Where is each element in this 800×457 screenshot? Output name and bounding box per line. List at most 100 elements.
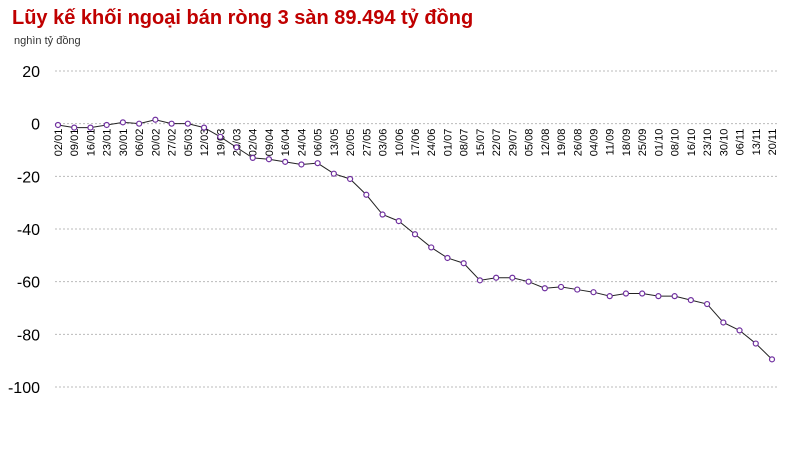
data-point	[671, 293, 678, 300]
y-tick-label: 20	[22, 64, 40, 81]
x-tick-label: 26/08	[572, 129, 584, 157]
x-tick-label: 16/04	[280, 129, 292, 157]
data-point	[493, 274, 500, 281]
data-point	[460, 260, 467, 267]
x-tick-label: 13/11	[751, 129, 763, 156]
x-tick-label: 25/09	[637, 129, 649, 157]
data-point	[298, 161, 305, 168]
x-tick-label: 23/01	[102, 129, 114, 157]
y-tick-label: -100	[8, 380, 40, 397]
x-tick-label: 12/08	[540, 129, 552, 157]
x-tick-label: 24/06	[426, 129, 438, 157]
x-tick-label: 19/08	[556, 129, 568, 157]
data-point	[363, 191, 370, 198]
x-tick-label: 06/05	[313, 129, 325, 157]
y-tick-label: -40	[17, 222, 40, 239]
x-tick-label: 01/10	[653, 129, 665, 157]
x-tick-label: 23/10	[702, 129, 714, 157]
x-tick-label: 29/07	[507, 129, 519, 157]
x-tick-label: 03/06	[378, 129, 390, 157]
x-tick-label: 22/07	[491, 129, 503, 157]
x-tick-label: 20/11	[767, 129, 779, 156]
data-point	[574, 286, 581, 293]
x-tick-label: 04/09	[589, 129, 601, 157]
x-tick-label: 02/04	[248, 129, 260, 157]
x-tick-label: 13/05	[329, 129, 341, 157]
data-point	[428, 244, 435, 251]
x-tick-label: 15/07	[475, 129, 487, 157]
x-tick-label: 09/04	[264, 129, 276, 157]
y-axis-label: nghìn tỷ đồng	[14, 35, 81, 47]
data-point	[249, 154, 256, 161]
x-tick-label: 30/01	[118, 129, 130, 157]
data-point	[736, 327, 743, 334]
x-tick-label: 11/09	[605, 129, 617, 156]
x-tick-label: 19/03	[215, 129, 227, 157]
data-point	[233, 144, 240, 151]
x-tick-label: 20/02	[150, 129, 162, 157]
data-point	[346, 175, 354, 183]
x-tick-label: 27/02	[167, 129, 179, 157]
x-tick-label: 06/11	[735, 129, 747, 156]
y-tick-label: 0	[31, 117, 40, 134]
data-point	[152, 116, 159, 123]
data-point	[330, 170, 337, 177]
data-point	[557, 283, 565, 291]
x-tick-label: 27/05	[361, 129, 373, 157]
data-point	[103, 121, 110, 129]
x-tick-label: 05/08	[524, 129, 536, 157]
x-tick-label: 20/05	[345, 129, 357, 157]
data-point	[541, 285, 548, 292]
data-point	[395, 218, 402, 225]
data-point	[379, 211, 386, 218]
x-tick-label: 09/01	[69, 129, 81, 157]
y-tick-label: -80	[17, 327, 40, 344]
data-point	[606, 293, 613, 300]
data-point	[703, 300, 711, 308]
x-tick-label: 17/06	[410, 129, 422, 157]
x-tick-label: 16/01	[85, 129, 97, 157]
x-tick-label: 18/09	[621, 129, 633, 157]
data-point	[168, 120, 175, 127]
data-point	[217, 133, 224, 140]
x-tick-label: 08/10	[670, 129, 682, 157]
data-point	[509, 274, 516, 281]
data-point	[314, 160, 321, 167]
data-point	[639, 290, 646, 297]
x-tick-label: 05/03	[183, 129, 195, 157]
x-tick-label: 24/04	[296, 129, 308, 157]
data-point	[87, 124, 94, 131]
data-point	[184, 120, 191, 127]
data-point	[476, 277, 484, 284]
data-point	[54, 121, 62, 129]
data-point	[720, 319, 727, 326]
data-point	[265, 156, 273, 163]
data-point	[768, 356, 776, 363]
data-point	[282, 158, 289, 165]
x-tick-label: 26/03	[232, 129, 244, 157]
y-tick-label: -60	[17, 275, 40, 292]
data-point	[444, 254, 451, 262]
x-tick-label: 10/06	[394, 129, 406, 157]
x-tick-label: 08/07	[459, 129, 471, 157]
data-point	[200, 124, 208, 131]
data-point	[119, 119, 127, 126]
data-point	[525, 278, 532, 285]
data-point	[136, 120, 143, 127]
x-tick-label: 30/10	[718, 129, 730, 157]
x-tick-label: 12/03	[199, 129, 211, 157]
x-tick-label: 01/07	[442, 129, 454, 157]
data-point	[71, 124, 78, 131]
data-point	[752, 340, 759, 347]
data-point	[655, 293, 662, 300]
y-tick-label: -20	[17, 169, 40, 186]
data-point	[590, 289, 597, 296]
x-tick-label: 06/02	[134, 129, 146, 157]
chart-title: Lũy kế khối ngoại bán ròng 3 sàn 89.494 …	[12, 7, 473, 29]
data-point	[687, 297, 694, 304]
x-tick-label: 16/10	[686, 129, 698, 157]
data-point	[411, 231, 419, 238]
data-point	[622, 290, 630, 297]
x-tick-label: 02/01	[53, 129, 65, 157]
